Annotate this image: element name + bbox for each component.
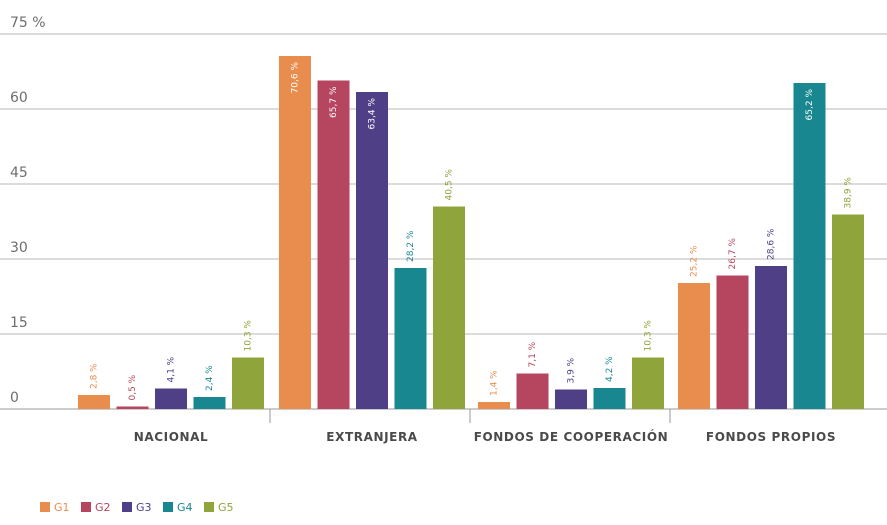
bar-g1 [478, 402, 510, 409]
bar-g3 [755, 266, 787, 409]
bar-g2 [317, 80, 350, 409]
legend-label: G1 [54, 501, 70, 514]
data-label: 1,4 % [490, 370, 500, 396]
y-tick-label: 15 [10, 315, 28, 331]
bar-g4 [593, 388, 626, 409]
y-tick-label: 30 [10, 240, 28, 256]
data-label: 2,4 % [205, 365, 215, 391]
y-axis-ticks: 0 15 30 45 60 75 % [10, 15, 46, 406]
y-tick-label: 75 % [10, 15, 46, 31]
data-label: 65,7 % [329, 86, 339, 118]
bar-g1 [78, 395, 110, 409]
bar-g2 [716, 275, 749, 409]
y-tick-label: 45 [10, 165, 28, 181]
bar-g1 [678, 283, 710, 409]
bars [78, 56, 864, 409]
legend: G1 G2 G3 G4 G5 [40, 501, 234, 514]
data-label: 2,8 % [90, 363, 100, 389]
data-label: 7,1 % [528, 341, 538, 367]
category-label: FONDOS DE COOPERACIÓN [474, 429, 669, 444]
legend-swatch [81, 502, 91, 512]
legend-label: G3 [136, 501, 152, 514]
data-label: 3,9 % [567, 357, 577, 383]
data-label: 65,2 % [805, 89, 815, 121]
bar-g4 [793, 83, 826, 409]
bar-g3 [155, 388, 187, 409]
bar-g4 [193, 397, 226, 409]
bar-g5 [232, 357, 264, 409]
y-tick-label: 0 [10, 390, 19, 406]
data-label: 28,2 % [406, 230, 416, 262]
legend-label: G4 [177, 501, 193, 514]
legend-swatch [204, 502, 214, 512]
data-label: 26,7 % [728, 238, 738, 270]
category-label: EXTRANJERA [326, 430, 418, 444]
data-label: 4,1 % [167, 356, 177, 382]
legend-swatch [40, 502, 50, 512]
bar-g5 [632, 357, 664, 409]
legend-swatch [122, 502, 132, 512]
category-label: NACIONAL [134, 430, 209, 444]
data-label: 10,3 % [644, 320, 654, 352]
data-label: 28,6 % [767, 228, 777, 260]
data-label: 10,3 % [244, 320, 254, 352]
bar-g1 [279, 56, 311, 409]
data-label: 70,6 % [291, 62, 301, 94]
legend-label: G2 [95, 501, 111, 514]
bar-g4 [394, 268, 427, 409]
data-label: 25,2 % [690, 245, 700, 277]
data-label: 40,5 % [445, 169, 455, 201]
bar-g5 [433, 206, 465, 409]
data-label: 63,4 % [368, 98, 378, 130]
bar-g3 [356, 92, 388, 409]
data-label: 4,2 % [605, 356, 615, 382]
bar-g2 [116, 406, 149, 409]
bar-g2 [516, 373, 549, 409]
legend-label: G5 [218, 501, 234, 514]
data-labels: 2,8 % 0,5 % 4,1 % 2,4 % 10,3 % 70,6 % 65,7 % 63… [90, 62, 854, 401]
data-label: 38,9 % [844, 177, 854, 209]
category-label: FONDOS PROPIOS [706, 430, 836, 444]
x-axis-categories: NACIONAL EXTRANJERA FONDOS DE COOPERACIÓN F… [134, 429, 836, 444]
bar-g5 [832, 214, 864, 409]
bar-g3 [555, 389, 587, 409]
y-tick-label: 60 [10, 90, 28, 106]
data-label: 0,5 % [128, 374, 138, 400]
legend-swatch [163, 502, 173, 512]
